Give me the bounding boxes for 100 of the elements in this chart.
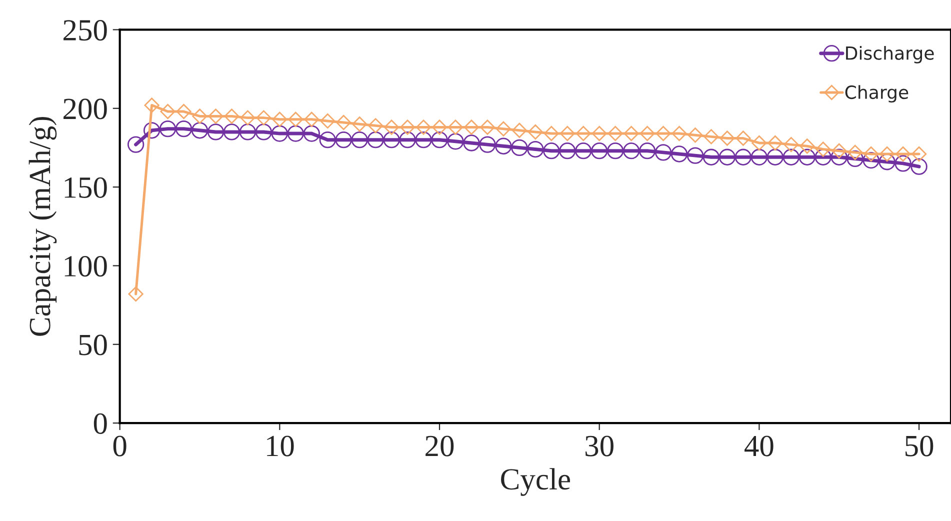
point: [752, 135, 767, 151]
point: [559, 142, 576, 160]
x-tick-label: 30: [586, 436, 614, 456]
point: [271, 125, 288, 142]
point: [686, 147, 704, 164]
x-tick-label: 10: [267, 436, 294, 456]
point: [720, 130, 735, 146]
point: [879, 146, 895, 162]
point: [734, 148, 752, 166]
point: [911, 146, 927, 162]
point: [512, 122, 527, 138]
point: [814, 148, 832, 166]
legend-label: Charge: [845, 85, 908, 103]
point: [240, 110, 256, 126]
point: [256, 110, 272, 126]
point: [576, 126, 591, 142]
point: [670, 146, 688, 162]
point: [176, 104, 192, 120]
point: [638, 142, 656, 160]
point: [766, 148, 784, 166]
point: [878, 154, 896, 170]
point: [624, 126, 639, 142]
point: [287, 125, 304, 142]
point: [640, 126, 655, 142]
point: [656, 126, 671, 142]
point: [528, 124, 543, 140]
y-tick-label: 150: [64, 177, 107, 198]
point: [303, 125, 320, 142]
point: [431, 132, 448, 148]
point: [335, 132, 352, 148]
point: [718, 148, 736, 166]
legend-label: Discharge: [846, 46, 934, 64]
point: [736, 130, 751, 146]
point: [320, 113, 336, 129]
point: [207, 124, 224, 140]
y-tick-label: 200: [64, 98, 107, 120]
point: [192, 108, 208, 124]
point: [544, 126, 559, 142]
point: [654, 144, 672, 161]
y-axis-title: Capacity (mAh/g): [28, 116, 57, 336]
point: [384, 120, 400, 135]
point: [352, 116, 368, 132]
point: [496, 121, 512, 136]
point: [224, 108, 240, 124]
point: [463, 134, 480, 152]
point: [688, 128, 703, 143]
x-tick-label: 50: [906, 436, 934, 456]
y-tick-label: 50: [79, 334, 107, 356]
point: [608, 126, 623, 142]
point: [448, 120, 464, 135]
point: [784, 136, 799, 152]
point: [367, 132, 384, 148]
point: [607, 142, 624, 160]
point: [255, 124, 272, 140]
point: [798, 148, 816, 166]
point: [208, 108, 224, 124]
point: [144, 98, 160, 113]
point: [704, 129, 719, 144]
point: [143, 122, 160, 139]
point: [400, 120, 416, 135]
point: [480, 120, 496, 135]
point: [336, 114, 352, 130]
point: [415, 132, 432, 148]
point: [464, 120, 480, 135]
x-axis-title: Cycle: [501, 468, 570, 496]
point: [432, 120, 448, 135]
point: [127, 136, 144, 153]
point: [511, 139, 528, 156]
point: [479, 136, 496, 153]
point: [864, 146, 879, 162]
point: [191, 122, 208, 139]
point: [846, 150, 864, 168]
point: [399, 132, 416, 148]
point: [351, 132, 368, 148]
point: [782, 148, 800, 166]
point: [527, 140, 544, 158]
point: [910, 158, 928, 175]
point: [592, 126, 607, 142]
point: [768, 135, 783, 151]
point: [319, 132, 336, 148]
point: [575, 142, 592, 160]
point: [816, 142, 831, 157]
point: [832, 143, 847, 158]
point: [383, 132, 400, 148]
point: [894, 155, 912, 172]
point: [239, 124, 256, 140]
point: [160, 104, 176, 120]
point: [272, 112, 288, 127]
point: [672, 126, 687, 142]
point: [416, 120, 432, 135]
point: [223, 124, 240, 140]
point: [591, 142, 608, 160]
point: [560, 126, 575, 142]
x-tick-label: 20: [426, 436, 454, 456]
point: [447, 133, 464, 150]
point: [800, 138, 815, 154]
point: [750, 148, 768, 166]
point: [830, 148, 848, 166]
point: [862, 152, 880, 169]
point: [495, 138, 512, 154]
